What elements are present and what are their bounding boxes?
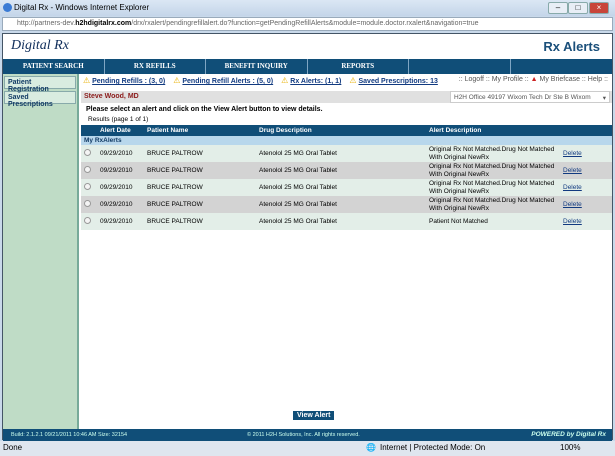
- alert-date: 09/29/2010: [97, 162, 144, 179]
- briefcase-help-links[interactable]: My Briefcase :: Help ::: [539, 76, 608, 83]
- nav-empty: [409, 59, 511, 74]
- logo: Digital Rx: [11, 38, 69, 53]
- header: Digital Rx Rx Alerts: [3, 34, 612, 59]
- row-radio[interactable]: [84, 148, 91, 156]
- row-radio[interactable]: [84, 165, 91, 173]
- office-select[interactable]: H2H Office 49197 Wixom Tech Dr Ste B Wix…: [450, 91, 610, 103]
- drug-description: Atenolol 25 MG Oral Tablet: [256, 179, 426, 196]
- doctor-name: Steve Wood, MD: [84, 93, 139, 100]
- footer: Build: 2.1.2.1 09/21/2011 10:46 AM Size:…: [3, 429, 612, 441]
- status-bar: Done 🌐 Internet | Protected Mode: On 100…: [0, 441, 615, 456]
- chevron-down-icon: ▾: [602, 95, 606, 102]
- drug-description: Atenolol 25 MG Oral Tablet: [256, 145, 426, 162]
- table-row[interactable]: 09/29/2010 BRUCE PALTROW Atenolol 25 MG …: [81, 179, 612, 196]
- alerts-table: Alert Date Patient Name Drug Description…: [81, 125, 612, 230]
- copyright: © 2011 H2H Solutions, Inc. All rights re…: [247, 432, 360, 438]
- sidebar-item-saved-prescriptions[interactable]: Saved Prescriptions: [4, 91, 76, 108]
- table-row[interactable]: 09/29/2010 BRUCE PALTROW Atenolol 25 MG …: [81, 162, 612, 179]
- row-radio[interactable]: [84, 216, 91, 224]
- maximize-button[interactable]: □: [568, 2, 588, 14]
- delete-link[interactable]: Delete: [563, 183, 582, 191]
- warning-icon: ⚠: [83, 76, 91, 85]
- delete-link[interactable]: Delete: [563, 217, 582, 225]
- alert-date: 09/29/2010: [97, 145, 144, 162]
- alert-description: Patient Not Matched: [426, 213, 560, 230]
- delete-link[interactable]: Delete: [563, 200, 582, 208]
- address-bar[interactable]: http://partners-dev.h2hdigitalrx.com/drx…: [2, 17, 613, 31]
- table-header: Alert Date Patient Name Drug Description…: [81, 125, 612, 136]
- alert-description: Original Rx Not Matched.Drug Not Matched…: [426, 145, 560, 162]
- alert-description: Original Rx Not Matched.Drug Not Matched…: [426, 162, 560, 179]
- status-text: Done: [3, 443, 23, 452]
- logoff-profile-links[interactable]: :: Logoff :: My Profile ::: [458, 76, 529, 83]
- group-label: My RxAlerts: [81, 136, 612, 145]
- delete-link[interactable]: Delete: [563, 166, 582, 174]
- alert-bar: ⚠ Pending Refills : (3, 0) ⚠ Pending Ref…: [81, 74, 612, 87]
- drug-description: Atenolol 25 MG Oral Tablet: [256, 162, 426, 179]
- table-row[interactable]: 09/29/2010 BRUCE PALTROW Atenolol 25 MG …: [81, 196, 612, 213]
- powered-by-logo: POWERED by Digital Rx: [531, 431, 606, 438]
- drug-description: Atenolol 25 MG Oral Tablet: [256, 196, 426, 213]
- nav-benefit-inquiry[interactable]: Benefit Inquiry: [206, 59, 308, 74]
- page-title: Rx Alerts: [543, 39, 600, 54]
- content: ⚠ Pending Refills : (3, 0) ⚠ Pending Ref…: [81, 74, 612, 429]
- title-bar: Digital Rx - Windows Internet Explorer: [0, 0, 615, 16]
- close-button[interactable]: ×: [589, 2, 609, 14]
- alert-date: 09/29/2010: [97, 196, 144, 213]
- briefcase-icon: ▲: [530, 76, 538, 83]
- alert-description: Original Rx Not Matched.Drug Not Matched…: [426, 196, 560, 213]
- nav-empty: [511, 59, 612, 74]
- patient-name: BRUCE PALTROW: [144, 213, 256, 230]
- alert-description: Original Rx Not Matched.Drug Not Matched…: [426, 179, 560, 196]
- warning-icon: ⚠: [281, 76, 289, 85]
- instruction-text: Please select an alert and click on the …: [86, 106, 323, 113]
- ie-icon: [3, 3, 12, 12]
- results-count: Results (page 1 of 1): [88, 116, 149, 123]
- pending-refill-alerts-link[interactable]: Pending Refill Alerts : (5, 0): [182, 78, 274, 85]
- pending-refills-link[interactable]: Pending Refills : (3, 0): [92, 78, 166, 85]
- sidebar: Patient Registration Saved Prescriptions: [3, 74, 79, 429]
- drug-description: Atenolol 25 MG Oral Tablet: [256, 213, 426, 230]
- page: Digital Rx Rx Alerts PATIENT SEARCH Rx R…: [2, 33, 613, 441]
- nav-rx-refills[interactable]: Rx Refills: [105, 59, 206, 74]
- patient-name: BRUCE PALTROW: [144, 145, 256, 162]
- minimize-button[interactable]: –: [548, 2, 568, 14]
- table-row[interactable]: 09/29/2010 BRUCE PALTROW Atenolol 25 MG …: [81, 213, 612, 230]
- saved-prescriptions-link[interactable]: Saved Prescriptions: 13: [358, 78, 438, 85]
- row-radio[interactable]: [84, 182, 91, 190]
- zoom-level[interactable]: 100%: [560, 443, 581, 452]
- warning-icon: ⚠: [349, 76, 357, 85]
- security-zone: Internet | Protected Mode: On: [380, 443, 486, 452]
- row-radio[interactable]: [84, 199, 91, 207]
- nav-patient-search[interactable]: PATIENT SEARCH: [3, 59, 105, 74]
- build-info: Build: 2.1.2.1 09/21/2011 10:46 AM Size:…: [11, 432, 128, 438]
- doctor-bar: Steve Wood, MD H2H Office 49197 Wixom Te…: [81, 91, 612, 103]
- globe-icon: 🌐: [366, 443, 376, 452]
- warning-icon: ⚠: [173, 76, 181, 85]
- patient-name: BRUCE PALTROW: [144, 179, 256, 196]
- table-row[interactable]: 09/29/2010 BRUCE PALTROW Atenolol 25 MG …: [81, 145, 612, 162]
- alert-date: 09/29/2010: [97, 213, 144, 230]
- patient-name: BRUCE PALTROW: [144, 196, 256, 213]
- rx-alerts-link[interactable]: Rx Alerts: (1, 1): [290, 78, 342, 85]
- patient-name: BRUCE PALTROW: [144, 162, 256, 179]
- nav-reports[interactable]: Reports: [308, 59, 409, 74]
- view-alert-button[interactable]: View Alert: [293, 411, 335, 420]
- window-title: Digital Rx - Windows Internet Explorer: [14, 3, 150, 12]
- alert-date: 09/29/2010: [97, 179, 144, 196]
- sidebar-item-patient-registration[interactable]: Patient Registration: [4, 76, 76, 93]
- delete-link[interactable]: Delete: [563, 149, 582, 157]
- main-nav: PATIENT SEARCH Rx Refills Benefit Inquir…: [3, 59, 612, 74]
